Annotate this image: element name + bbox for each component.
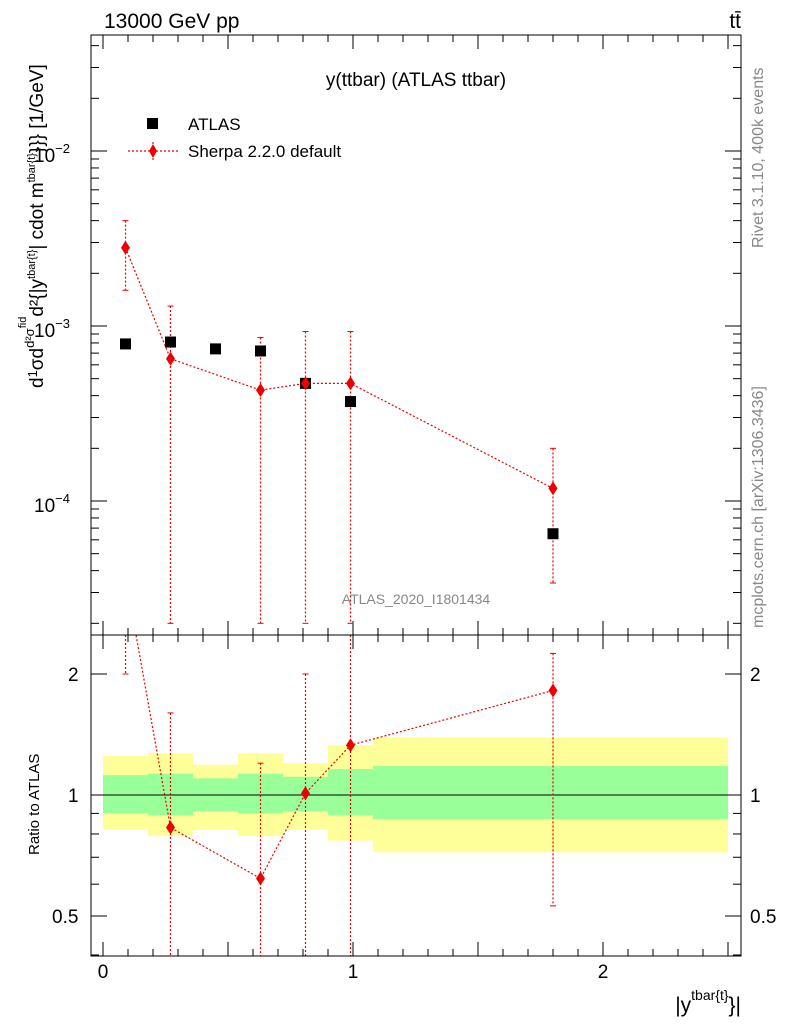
legend-atlas-label: ATLAS bbox=[188, 115, 241, 134]
sherpa-point bbox=[166, 351, 175, 366]
xtick-0: 0 bbox=[98, 962, 109, 983]
ratio-sherpa-point bbox=[346, 738, 355, 753]
legend: ATLAS Sherpa 2.2.0 default bbox=[128, 115, 341, 161]
sherpa-point bbox=[121, 240, 130, 255]
ratio-sherpa-point bbox=[256, 871, 265, 886]
sherpa-point bbox=[346, 376, 355, 391]
ratio-ytick-right-1: 1 bbox=[750, 786, 761, 807]
atlas-point bbox=[255, 345, 266, 357]
source-label: mcplots.cern.ch [arXiv:1306.3436] bbox=[750, 386, 767, 628]
ratio-ytick-right-2: 2 bbox=[750, 665, 761, 686]
xlabel: |ytbar{t}}| bbox=[675, 987, 741, 1017]
main-panel: 10−4 10−3 10−2 d1σdd²σfidd²{|ytbar{t}| c… bbox=[17, 34, 742, 636]
ratio-sherpa-point bbox=[548, 683, 558, 698]
ytick-label-1e-3: 10−3 bbox=[34, 316, 70, 342]
sherpa-series-line bbox=[124, 247, 554, 489]
ytick-label-1e-4: 10−4 bbox=[34, 491, 70, 517]
ratio-data-marks bbox=[122, 634, 558, 956]
sherpa-point bbox=[548, 481, 558, 496]
main-data-marks bbox=[120, 220, 559, 624]
ratio-sherpa-point bbox=[166, 820, 175, 835]
ratio-axis-ticks bbox=[91, 635, 741, 956]
ratio-sherpa-line bbox=[135, 635, 554, 880]
ratio-ylabel: Ratio to ATLAS bbox=[26, 754, 43, 855]
ratio-ytick-right-0.5: 0.5 bbox=[750, 907, 776, 928]
legend-atlas-marker bbox=[147, 118, 158, 129]
ratio-ytick-0.5: 0.5 bbox=[52, 907, 78, 928]
ratio-ytick-2: 2 bbox=[68, 665, 79, 686]
legend-sherpa-label: Sherpa 2.2.0 default bbox=[188, 142, 341, 161]
ratio-inner-band bbox=[103, 775, 148, 814]
sherpa-point bbox=[301, 376, 310, 391]
main-title: y(ttbar) (ATLAS ttbar) bbox=[326, 70, 506, 91]
atlas-point bbox=[547, 528, 559, 540]
atlas-point bbox=[165, 336, 176, 348]
energy-label: 13000 GeV pp bbox=[104, 10, 239, 33]
rivet-version-label: Rivet 3.1.10, 400k events bbox=[750, 67, 767, 248]
ratio-inner-band bbox=[373, 766, 728, 820]
legend-sherpa-marker bbox=[149, 144, 157, 158]
process-label: tt̄ bbox=[729, 10, 741, 33]
ratio-sherpa-point bbox=[301, 786, 310, 801]
atlas-point bbox=[345, 396, 356, 408]
main-axis-ticks bbox=[91, 35, 741, 635]
analysis-watermark: ATLAS_2020_I1801434 bbox=[342, 591, 491, 607]
ratio-panel: 0.5 1 2 0.5 1 2 Ratio to ATLAS 0 1 2 |yt… bbox=[26, 634, 776, 1017]
atlas-point bbox=[120, 338, 131, 350]
atlas-point bbox=[210, 343, 221, 355]
ratio-ytick-1: 1 bbox=[68, 786, 79, 807]
xtick-2: 2 bbox=[598, 962, 609, 983]
xtick-1: 1 bbox=[348, 962, 359, 983]
sherpa-point bbox=[256, 383, 265, 398]
